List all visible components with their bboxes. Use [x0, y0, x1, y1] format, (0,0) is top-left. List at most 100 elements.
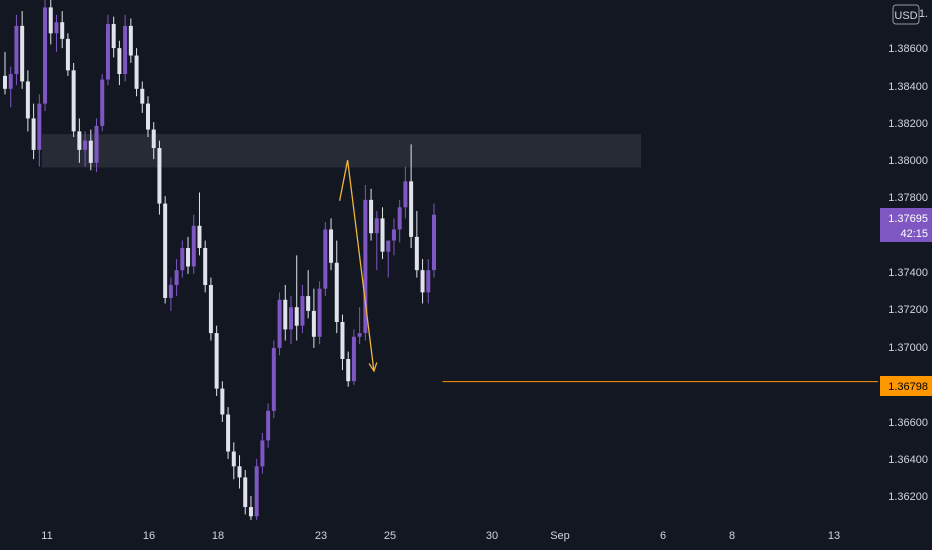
currency-button[interactable]: USD [892, 4, 920, 25]
candle-body [186, 247, 191, 267]
candle [323, 222, 328, 297]
time-axis-panel[interactable] [0, 520, 932, 550]
candle-body [248, 507, 253, 517]
candle-body [432, 214, 436, 271]
time-tick-label: 13 [828, 530, 840, 542]
candle [357, 307, 362, 345]
target-price-badge[interactable]: 1.36798 [880, 376, 932, 396]
resistance-zone[interactable] [42, 134, 641, 168]
time-tick-label: 18 [212, 530, 224, 542]
price-axis: 1. 1.38600 1.38400 1.38200 1.38000 1.378… [888, 8, 928, 503]
candle [100, 74, 105, 132]
candle-body [357, 333, 362, 337]
candle-body [397, 207, 402, 230]
candle [151, 122, 156, 160]
candle-body [386, 240, 391, 252]
candle-body [351, 336, 356, 382]
candle [203, 240, 208, 293]
candle-body [140, 88, 145, 104]
price-tick-label: 1.36200 [888, 491, 928, 503]
price-tick-label: 1.38400 [888, 81, 928, 93]
candle-body [340, 321, 345, 360]
candle-body [254, 466, 259, 517]
currency-label: USD [894, 10, 917, 22]
candle-body [157, 148, 162, 204]
candle [386, 240, 391, 278]
candle-body [311, 310, 316, 337]
candle-body [346, 359, 351, 382]
price-tick-label: 1.37400 [888, 267, 928, 279]
price-tick-label: 1.37800 [888, 192, 928, 204]
candle [294, 255, 299, 341]
candle [146, 96, 150, 137]
candle [432, 203, 436, 278]
candle [83, 131, 88, 167]
candle [174, 259, 179, 297]
candle [277, 292, 282, 356]
candle [157, 140, 162, 215]
candle-body [208, 284, 213, 334]
candle [8, 66, 13, 108]
candle-body [306, 296, 311, 311]
candle-body [283, 299, 288, 330]
candle [71, 62, 76, 137]
candle [334, 240, 339, 334]
candle [220, 381, 225, 422]
candle [65, 33, 70, 76]
candle [3, 51, 7, 95]
candle-body [14, 25, 19, 75]
candle-body [414, 236, 419, 271]
target-price-value: 1.36798 [888, 381, 928, 393]
candle-body [426, 270, 431, 293]
price-tick-label: 1.37000 [888, 342, 928, 354]
price-tick-label: 1.38600 [888, 43, 928, 55]
price-tick-label: 1.38200 [888, 118, 928, 130]
candle [48, 0, 53, 45]
candlestick-series [3, 0, 436, 522]
time-tick-label: 25 [384, 530, 396, 542]
candle-body [83, 140, 88, 150]
price-axis-panel[interactable] [878, 0, 932, 520]
price-tick-label: 1.38000 [888, 155, 928, 167]
candle-body [128, 25, 133, 56]
candle-body [220, 388, 225, 415]
candle [311, 288, 316, 348]
candle-body [203, 247, 208, 285]
candle [25, 70, 30, 132]
candle-body [163, 203, 168, 298]
time-tick-label: Sep [550, 530, 570, 542]
candle-body [43, 7, 48, 104]
time-tick-label: 16 [143, 530, 155, 542]
candle [214, 325, 219, 397]
candle-body [277, 299, 282, 348]
candle [363, 185, 368, 341]
current-price-badge[interactable]: 1.37695 42:15 [880, 208, 932, 242]
candle [20, 11, 25, 89]
candle [374, 210, 379, 271]
time-tick-label: 23 [315, 530, 327, 542]
candle [414, 210, 419, 278]
candle-body [289, 307, 293, 330]
candle-body [380, 218, 385, 252]
candle [123, 14, 128, 82]
candle [226, 407, 231, 459]
candle-body [323, 229, 328, 289]
candle [163, 196, 168, 304]
candle-body [409, 181, 414, 237]
candle-body [317, 288, 322, 337]
projection-arrow[interactable] [338, 159, 375, 372]
candle-body [3, 75, 7, 89]
candle [128, 18, 133, 63]
candle-body [88, 140, 93, 163]
candle-body [329, 229, 334, 263]
time-tick-label: 30 [486, 530, 498, 542]
candle [346, 351, 351, 387]
candle [191, 214, 196, 274]
candle [369, 188, 374, 241]
candle [391, 218, 396, 256]
candle-body [334, 262, 339, 322]
candle-body [151, 129, 156, 149]
candle-body [180, 247, 185, 271]
